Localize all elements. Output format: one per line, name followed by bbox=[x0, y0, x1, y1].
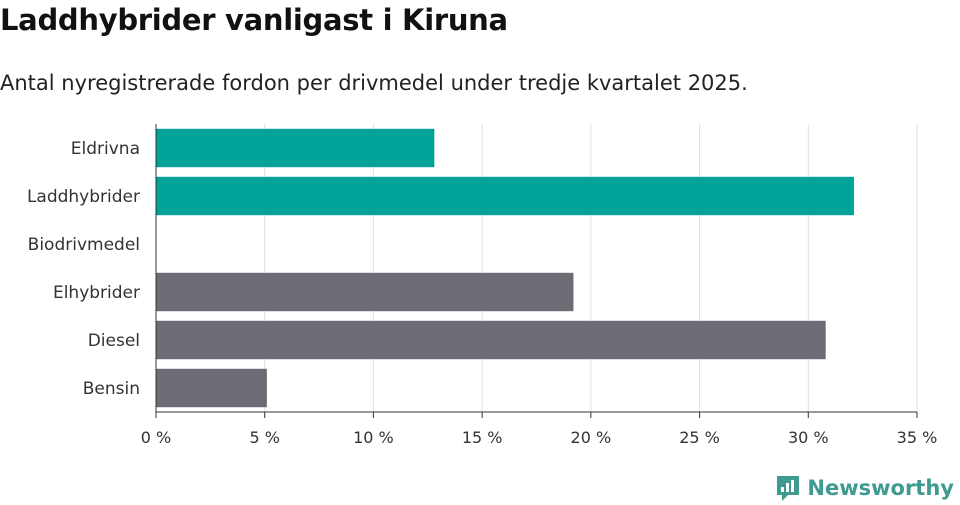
bar-laddhybrider bbox=[156, 176, 854, 216]
bars bbox=[156, 128, 854, 408]
chart-subtitle: Antal nyregistrerade fordon per drivmede… bbox=[0, 71, 748, 95]
brand-name: Newsworthy bbox=[807, 476, 954, 500]
x-tick-label: 10 % bbox=[353, 428, 394, 447]
bar-diesel bbox=[156, 320, 826, 360]
category-label: Biodrivmedel bbox=[28, 235, 140, 255]
category-label: Eldrivna bbox=[71, 139, 140, 159]
x-tick-label: 35 % bbox=[897, 428, 938, 447]
chart-title: Laddhybrider vanligast i Kiruna bbox=[0, 3, 508, 37]
category-labels: Eldrivna Laddhybrider Biodrivmedel Elhybrid… bbox=[27, 139, 140, 399]
x-tick-label: 0 % bbox=[141, 428, 171, 447]
category-label: Laddhybrider bbox=[27, 187, 140, 207]
bar-elhybrider bbox=[156, 272, 574, 312]
gridlines bbox=[264, 124, 918, 412]
category-label: Elhybrider bbox=[53, 283, 140, 303]
newsworthy-logo-icon bbox=[777, 476, 800, 501]
x-tick-label: 25 % bbox=[679, 428, 720, 447]
category-label: Bensin bbox=[83, 379, 140, 399]
x-tick-label: 30 % bbox=[788, 428, 829, 447]
brand-logo: Newsworthy bbox=[775, 474, 954, 502]
x-tick-label: 15 % bbox=[462, 428, 503, 447]
x-tick-label: 20 % bbox=[571, 428, 612, 447]
bar-bensin bbox=[156, 368, 267, 408]
bar-eldrivna bbox=[156, 128, 435, 168]
category-label: Diesel bbox=[88, 331, 140, 351]
x-tick-label: 5 % bbox=[249, 428, 279, 447]
x-axis: 0 % 5 % 10 % 15 % 20 % 25 % 30 % 35 % bbox=[141, 124, 938, 447]
